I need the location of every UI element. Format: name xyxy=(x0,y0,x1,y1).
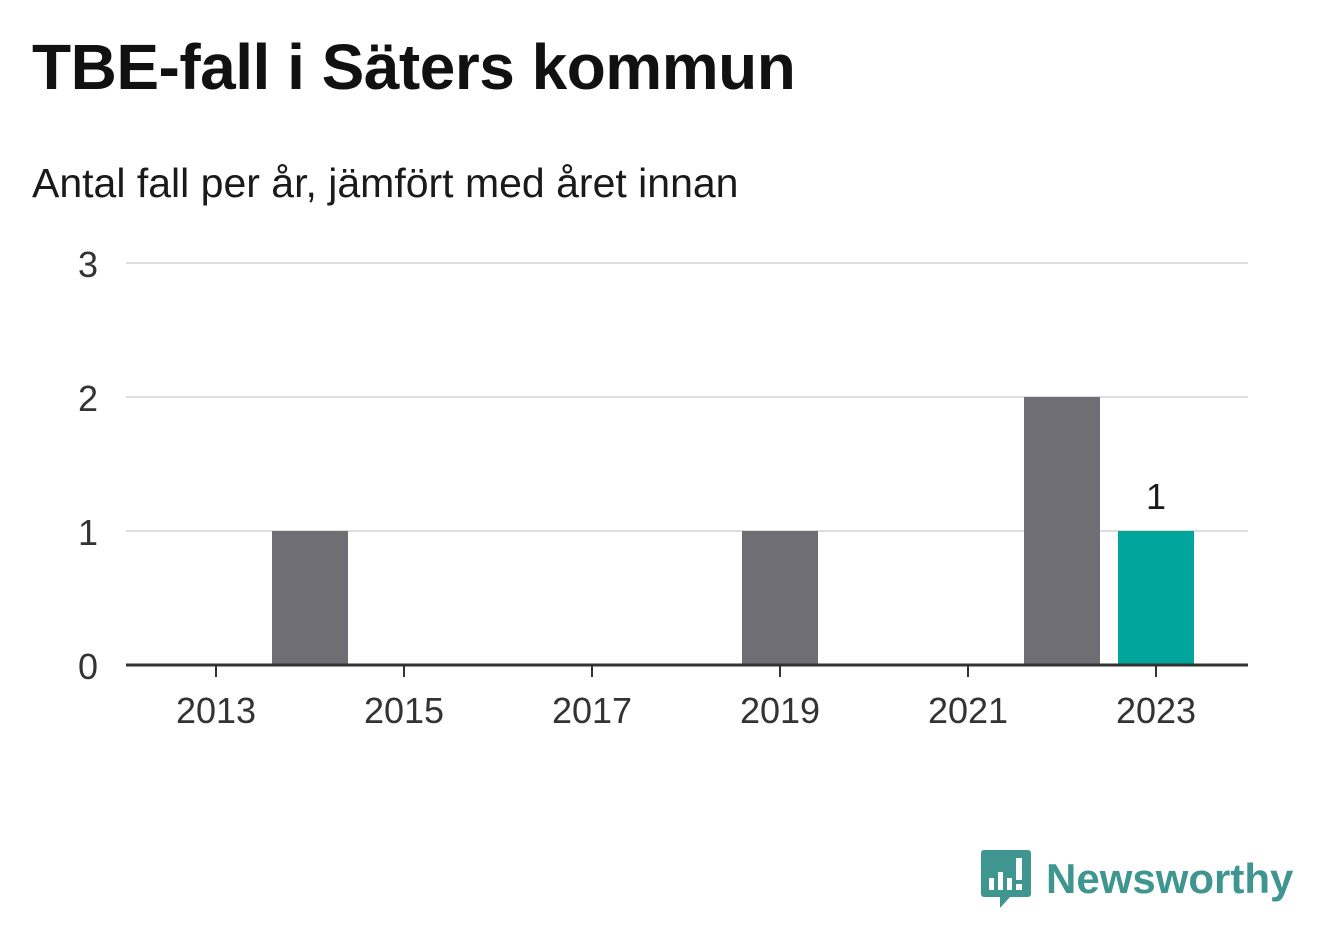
bars xyxy=(272,397,1194,665)
brand-name: Newsworthy xyxy=(1046,855,1294,902)
y-tick-label: 2 xyxy=(78,378,98,419)
x-tick-label: 2021 xyxy=(928,690,1008,731)
y-tick-label: 3 xyxy=(78,244,98,285)
bar-2019 xyxy=(742,531,818,665)
x-tick-label: 2019 xyxy=(740,690,820,731)
y-tick-label: 0 xyxy=(78,646,98,687)
x-tick-label: 2023 xyxy=(1116,690,1196,731)
x-tick-label: 2015 xyxy=(364,690,444,731)
tick-labels: 0 1 2 3 1 2013 2015 2017 2019 2021 2023 xyxy=(78,244,1196,731)
newsworthy-logo-icon xyxy=(981,850,1031,908)
bar-highlight-2023 xyxy=(1118,531,1194,665)
chart-title: TBE-fall i Säters kommun xyxy=(32,31,796,103)
bar-2014 xyxy=(272,531,348,665)
chart-subtitle: Antal fall per år, jämfört med året inna… xyxy=(32,160,739,206)
brand-logo: Newsworthy xyxy=(980,848,1293,910)
x-tick-label: 2013 xyxy=(176,690,256,731)
axes xyxy=(126,663,1248,677)
bar-2022 xyxy=(1024,397,1100,665)
y-tick-label: 1 xyxy=(78,512,98,553)
x-tick-label: 2017 xyxy=(552,690,632,731)
data-label: 1 xyxy=(1146,476,1166,517)
